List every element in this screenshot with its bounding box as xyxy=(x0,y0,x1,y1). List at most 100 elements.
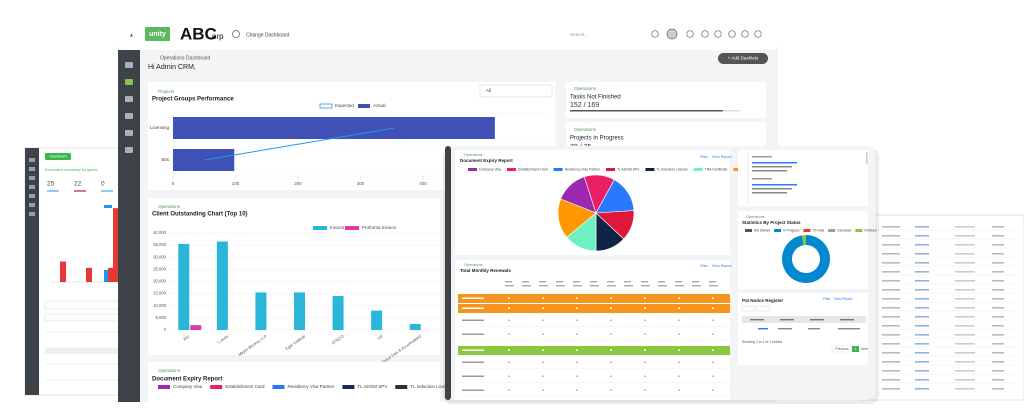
add-icon[interactable] xyxy=(232,30,240,38)
row-label xyxy=(462,319,484,321)
panel-title: Projects in Progress xyxy=(570,136,624,142)
cell xyxy=(915,334,929,336)
collapse-icon: ▴ xyxy=(130,33,133,39)
pager-current-label[interactable]: 1 xyxy=(855,347,857,351)
cell xyxy=(955,262,975,264)
table-row xyxy=(458,294,730,303)
filter-value[interactable]: All xyxy=(486,88,491,93)
cell xyxy=(882,298,900,300)
stat-value: 22 xyxy=(74,181,82,188)
avatar[interactable] xyxy=(666,28,678,40)
search[interactable]: Search... xyxy=(570,32,588,37)
pager-next-label[interactable]: Next xyxy=(861,347,868,351)
cell xyxy=(712,375,714,377)
blue-bar xyxy=(104,270,109,282)
filter-link[interactable]: Filter xyxy=(700,155,709,159)
toolbar-icon[interactable] xyxy=(728,30,736,38)
logo: unity xyxy=(149,31,166,38)
legend-label: TL Induction License xyxy=(656,167,687,171)
sidebar-icon xyxy=(29,176,35,180)
pager-prev-label[interactable]: Previous xyxy=(835,347,848,351)
timeline-text xyxy=(752,170,787,172)
timeline-link xyxy=(752,162,797,164)
cell xyxy=(955,343,975,345)
legend-label: TL Induction License xyxy=(410,384,452,389)
cell xyxy=(955,226,975,228)
cell xyxy=(678,307,680,309)
sidebar-icon xyxy=(125,113,133,119)
filter-select[interactable] xyxy=(479,84,553,98)
table-row xyxy=(458,386,730,395)
table-row xyxy=(458,304,730,313)
toolbar-icon[interactable] xyxy=(701,30,709,38)
view-report-link[interactable]: View Report xyxy=(834,297,852,301)
col-head xyxy=(692,281,699,283)
cell xyxy=(508,361,510,363)
col-head xyxy=(522,281,529,283)
cell xyxy=(610,319,612,321)
donut-segment xyxy=(782,235,830,283)
cell xyxy=(992,370,1004,372)
cell xyxy=(678,375,680,377)
sidebar-icon xyxy=(125,62,133,68)
toolbar-icon[interactable] xyxy=(714,30,722,38)
cell xyxy=(882,343,900,345)
cell xyxy=(915,388,929,390)
legend-label: TL ADGM SPV xyxy=(357,384,387,389)
panel-category: Operations xyxy=(746,215,765,219)
filter-link[interactable]: Filter xyxy=(823,297,831,301)
col-head xyxy=(539,285,548,287)
cell xyxy=(712,297,714,299)
legend-label: Company Visa xyxy=(479,167,501,171)
legend-label: Invoice xyxy=(330,225,345,230)
y-tick-label: 30,000 xyxy=(153,254,166,259)
legend-swatch xyxy=(319,103,333,109)
col-head xyxy=(539,281,546,283)
panel-title: Document Expiry Report xyxy=(152,377,222,383)
cell xyxy=(508,297,510,299)
legend-swatch xyxy=(645,168,655,171)
bar xyxy=(86,267,92,282)
x-tick-label: 300 xyxy=(357,181,365,186)
table-row xyxy=(458,346,730,355)
invoice-bar xyxy=(294,292,305,330)
cell xyxy=(610,349,612,351)
cell xyxy=(542,375,544,377)
toolbar-icon[interactable] xyxy=(741,30,749,38)
view-report-link[interactable]: View Report xyxy=(712,264,732,268)
col-head xyxy=(590,285,599,287)
panel-category: Operations xyxy=(574,127,597,132)
cell xyxy=(882,361,900,363)
cell xyxy=(712,389,714,391)
cell xyxy=(644,297,646,299)
filter-link[interactable]: Filter xyxy=(700,264,709,268)
cell xyxy=(992,343,1004,345)
cell xyxy=(508,307,510,309)
cell xyxy=(644,375,646,377)
change-dashboard[interactable]: Change Dashboard xyxy=(246,32,290,38)
toolbar-icon[interactable] xyxy=(651,30,659,38)
add-dashlets-button[interactable] xyxy=(718,53,768,64)
cell xyxy=(882,280,900,282)
cell xyxy=(955,334,975,336)
cell xyxy=(915,226,929,228)
export-button xyxy=(755,305,771,312)
add-dashlets-label[interactable]: + Add Dashlets xyxy=(728,56,759,61)
sidebar-icon xyxy=(29,185,35,189)
cell xyxy=(838,328,860,330)
col-head xyxy=(573,281,580,283)
stat-caption xyxy=(74,190,86,192)
view-report-link[interactable]: View Report xyxy=(712,155,732,159)
col-head xyxy=(840,319,854,321)
cell xyxy=(882,379,900,381)
col-head xyxy=(750,319,764,321)
cell xyxy=(678,319,680,321)
cell xyxy=(882,235,900,237)
toolbar-icon[interactable] xyxy=(754,30,762,38)
cell xyxy=(882,352,900,354)
greeting: Hi Admin CRM, xyxy=(148,64,196,71)
cell xyxy=(915,280,929,282)
toolbar-icon[interactable] xyxy=(686,30,694,38)
cell xyxy=(882,244,900,246)
col-head xyxy=(780,319,794,321)
